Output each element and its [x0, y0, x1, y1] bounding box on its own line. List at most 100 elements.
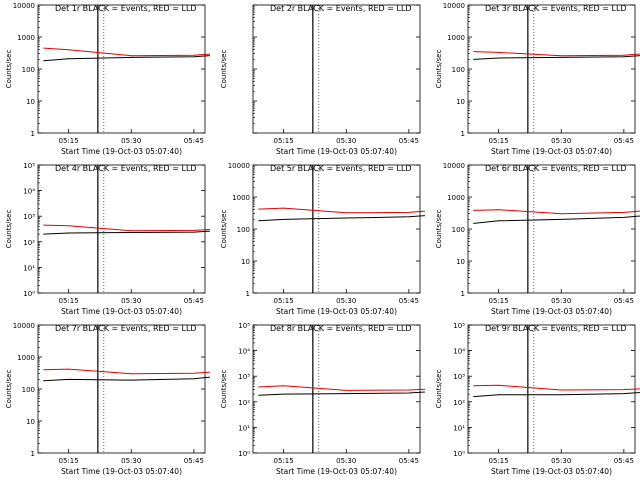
series-lld-point [498, 384, 500, 386]
x-axis-label: Start Time (19-Oct-03 05:07:40) [276, 147, 397, 156]
series-lld-line [473, 209, 640, 215]
detector-chart: Det 1r BLACK = Events, RED = LLD 1 10 100 10… [5, 2, 210, 156]
y-tick-label: 100 [237, 226, 250, 234]
y-tick-label: 100 [22, 66, 35, 74]
series-events-point [68, 232, 70, 234]
y-tick-label: 10000 [13, 322, 35, 330]
y-tick-label: 1 [31, 450, 35, 458]
y-tick-label: 10 [456, 98, 465, 106]
x-tick-label: 05:15 [59, 457, 79, 465]
y-tick-label: 10¹ [453, 424, 465, 432]
x-tick-label: 05:15 [59, 297, 79, 305]
series-events-point [560, 218, 562, 220]
y-tick-label: 1 [31, 130, 35, 138]
series-lld-line [473, 384, 640, 391]
x-tick-label: 05:15 [274, 297, 294, 305]
y-tick-label: 10000 [443, 2, 465, 10]
y-tick-label: 10 [456, 258, 465, 266]
x-tick-label: 05:30 [121, 137, 141, 145]
panel-title: Det 9r BLACK = Events, RED = LLD [485, 324, 627, 333]
x-tick-label: 05:30 [551, 137, 571, 145]
x-tick-label: 05:15 [274, 457, 294, 465]
x-tick-label: 05:45 [184, 137, 204, 145]
y-tick-label: 10000 [13, 2, 35, 10]
series-events-point [408, 392, 410, 394]
series-events-point [473, 58, 474, 60]
detector-panel: Det 1r BLACK = Events, RED = LLD 1 10 100 10… [0, 0, 210, 160]
y-tick-label: 10³ [453, 373, 465, 381]
series-events-point [258, 394, 259, 396]
panel-title: Det 2r BLACK = Events, RED = LLD [270, 4, 412, 13]
y-tick-label: 10⁴ [238, 348, 250, 356]
series-events-line [258, 391, 425, 396]
x-tick-label: 05:45 [399, 457, 419, 465]
series-events-point [498, 220, 500, 222]
y-tick-label: 10³ [23, 213, 35, 221]
y-tick-label: 1000 [17, 34, 35, 42]
series-lld-point [408, 389, 410, 391]
series-lld-line [473, 51, 640, 57]
x-tick-label: 05:30 [336, 137, 356, 145]
series-lld-point [193, 54, 195, 56]
detector-chart: Det 7r BLACK = Events, RED = LLD 1 10 100 10… [5, 322, 210, 476]
series-events-point [193, 56, 195, 58]
series-events-point [408, 216, 410, 218]
series-lld-line [258, 207, 425, 214]
y-tick-label: 10000 [228, 162, 250, 170]
y-tick-label: 1000 [447, 34, 465, 42]
detector-chart: Det 3r BLACK = Events, RED = LLD 1 10 100 10… [435, 2, 640, 156]
x-tick-label: 05:30 [551, 457, 571, 465]
series-lld-point [560, 55, 562, 57]
y-tick-label: 10¹ [238, 424, 250, 432]
y-tick-label: 1000 [17, 354, 35, 362]
plot-frame [252, 324, 421, 454]
series-events-line [43, 376, 210, 382]
series-events-point [193, 378, 195, 380]
series-events-point [283, 218, 285, 220]
y-tick-label: 10⁰ [453, 450, 465, 458]
series-lld-point [283, 385, 285, 387]
series-events-point [473, 222, 474, 224]
y-tick-label: 10 [241, 258, 250, 266]
y-axis-label: Counts/sec [5, 210, 13, 249]
series-lld-point [473, 210, 474, 211]
panel-title: Det 3r BLACK = Events, RED = LLD [485, 4, 627, 13]
y-tick-label: 10⁴ [23, 188, 35, 196]
y-axis-label: Counts/sec [435, 50, 443, 89]
x-axis-label: Start Time (19-Oct-03 05:07:40) [61, 307, 182, 316]
y-tick-label: 10² [23, 239, 35, 247]
y-axis-label: Counts/sec [435, 370, 443, 409]
series-lld-point [68, 225, 70, 227]
series-lld-point [258, 386, 259, 388]
detector-chart: Det 2r BLACK = Events, RED = LLD Counts/s… [220, 4, 421, 156]
y-tick-label: 1 [246, 290, 250, 298]
series-events-line [43, 55, 210, 62]
panel-title: Det 7r BLACK = Events, RED = LLD [55, 324, 197, 333]
y-tick-label: 1000 [232, 194, 250, 202]
plot-frame [37, 324, 206, 454]
detector-panel: Det 7r BLACK = Events, RED = LLD 1 10 100 10… [0, 320, 210, 480]
series-events-line [473, 55, 640, 60]
panel-title: Det 1r BLACK = Events, RED = LLD [55, 4, 197, 13]
x-tick-label: 05:30 [551, 297, 571, 305]
series-lld-point [193, 229, 195, 231]
y-tick-label: 10³ [238, 373, 250, 381]
y-tick-label: 10⁵ [453, 322, 465, 330]
x-tick-label: 05:45 [614, 137, 634, 145]
series-events-line [258, 215, 425, 222]
series-events-line [473, 392, 640, 398]
x-tick-label: 05:45 [614, 297, 634, 305]
series-lld-point [258, 208, 259, 210]
y-tick-label: 10² [238, 399, 250, 407]
series-lld-point [283, 207, 285, 209]
series-lld-line [43, 47, 210, 57]
plot-frame [252, 4, 421, 134]
x-axis-label: Start Time (19-Oct-03 05:07:40) [276, 467, 397, 476]
series-events-point [623, 217, 625, 218]
x-tick-label: 05:15 [489, 137, 509, 145]
series-events-point [130, 57, 132, 58]
x-tick-label: 05:15 [489, 297, 509, 305]
series-lld-line [43, 224, 210, 232]
series-events-point [623, 393, 625, 394]
